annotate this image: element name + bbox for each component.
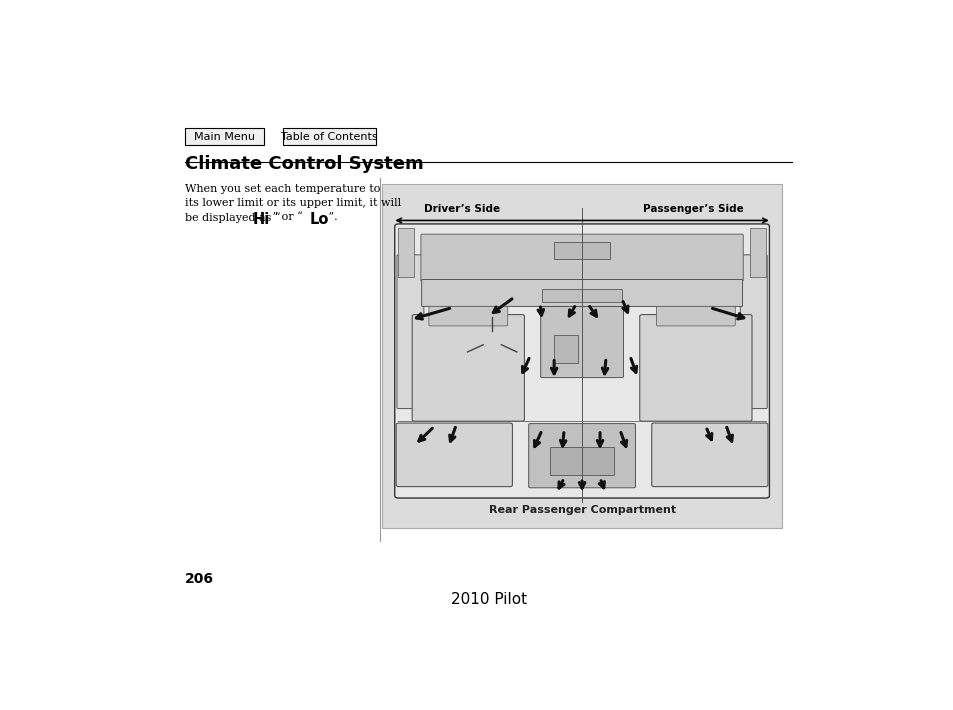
Bar bbox=[554, 335, 578, 363]
FancyBboxPatch shape bbox=[396, 255, 423, 408]
Text: Hi: Hi bbox=[253, 212, 270, 227]
FancyBboxPatch shape bbox=[656, 307, 735, 326]
Bar bbox=[382, 184, 781, 528]
Text: When you set each temperature to: When you set each temperature to bbox=[185, 184, 380, 194]
Bar bbox=[554, 242, 609, 259]
Bar bbox=[283, 129, 375, 145]
Bar bbox=[749, 229, 765, 277]
FancyBboxPatch shape bbox=[420, 234, 742, 281]
FancyBboxPatch shape bbox=[639, 315, 751, 421]
FancyBboxPatch shape bbox=[429, 307, 507, 326]
FancyBboxPatch shape bbox=[540, 307, 623, 378]
Text: 206: 206 bbox=[185, 572, 213, 586]
Text: Passenger’s Side: Passenger’s Side bbox=[643, 204, 743, 214]
Ellipse shape bbox=[481, 332, 502, 349]
Text: 2010 Pilot: 2010 Pilot bbox=[451, 591, 526, 606]
FancyBboxPatch shape bbox=[740, 255, 766, 408]
Text: Table of Contents: Table of Contents bbox=[281, 131, 377, 141]
Text: Climate Control System: Climate Control System bbox=[185, 155, 423, 173]
Text: be displayed as “: be displayed as “ bbox=[185, 212, 284, 223]
FancyBboxPatch shape bbox=[421, 280, 741, 307]
Bar bbox=[550, 447, 614, 475]
FancyBboxPatch shape bbox=[395, 423, 512, 486]
Bar bbox=[541, 289, 621, 302]
Bar bbox=[398, 229, 414, 277]
Text: Rear Passenger Compartment: Rear Passenger Compartment bbox=[488, 505, 675, 515]
Text: Driver’s Side: Driver’s Side bbox=[424, 204, 499, 214]
FancyBboxPatch shape bbox=[395, 224, 769, 498]
Ellipse shape bbox=[462, 316, 521, 365]
Text: Main Menu: Main Menu bbox=[193, 131, 254, 141]
Text: Lo: Lo bbox=[309, 212, 328, 227]
Text: ”.: ”. bbox=[324, 212, 337, 222]
FancyBboxPatch shape bbox=[528, 424, 635, 488]
FancyBboxPatch shape bbox=[651, 423, 767, 486]
Text: its lower limit or its upper limit, it will: its lower limit or its upper limit, it w… bbox=[185, 198, 401, 208]
Bar bbox=[185, 129, 264, 145]
Text: ” or “: ” or “ bbox=[269, 212, 306, 222]
FancyBboxPatch shape bbox=[412, 315, 524, 421]
